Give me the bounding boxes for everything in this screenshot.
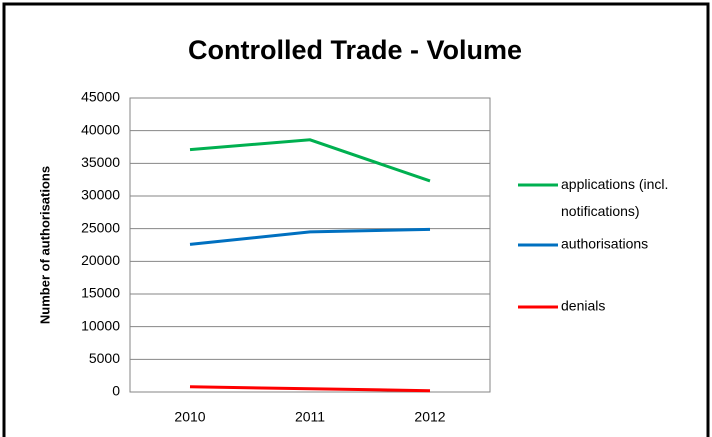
y-tick-label: 40000 [81,121,120,137]
x-tick-label: 2011 [295,409,325,425]
x-tick-label: 2010 [174,409,205,425]
y-tick-label: 45000 [81,89,120,105]
legend-label: denials [561,298,605,314]
y-tick-label: 30000 [81,187,120,203]
y-tick-label: 25000 [81,219,120,235]
y-tick-label: 35000 [81,154,120,170]
y-tick-label: 15000 [81,285,120,301]
plot-area [129,97,491,393]
y-axis-label: Number of authorisations [37,166,52,324]
y-tick-label: 0 [112,383,120,399]
chart-title: Controlled Trade - Volume [188,35,522,65]
series-line [189,385,431,393]
series-line [189,227,431,246]
y-tick-label: 20000 [81,252,120,268]
legend-label: authorisations [561,236,648,252]
x-tick-label: 2012 [414,409,445,425]
legend-label: applications (incl. notifications) [561,176,672,219]
y-tick-label: 10000 [81,317,120,333]
series-line [189,138,431,183]
y-tick-label: 5000 [89,350,120,366]
